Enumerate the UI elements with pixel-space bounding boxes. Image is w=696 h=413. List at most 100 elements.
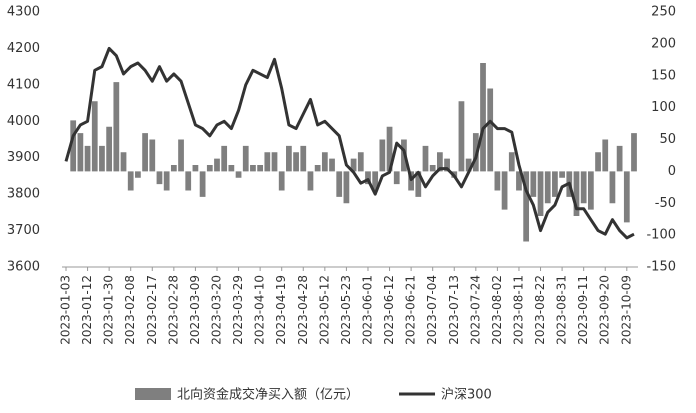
y2-tick-label: 250: [651, 5, 676, 20]
bar: [552, 171, 558, 197]
y2-tick-label: -100: [646, 228, 676, 243]
bar: [135, 171, 141, 178]
bar: [580, 171, 587, 204]
bar: [480, 63, 486, 172]
bar: [357, 152, 364, 172]
bar: [573, 171, 580, 216]
x-tick-label: 2023-07-24: [468, 275, 482, 345]
bar: [250, 165, 256, 172]
bar: [372, 171, 379, 191]
bar: [321, 152, 328, 172]
bar: [494, 171, 501, 191]
bar: [70, 120, 77, 172]
bar: [314, 165, 321, 172]
y-tick-label: 4200: [7, 41, 40, 56]
bar: [99, 145, 105, 172]
x-tick-label: 2023-09-20: [598, 275, 612, 345]
bar: [91, 101, 98, 172]
y-tick-label: 3600: [7, 260, 40, 275]
bar: [178, 139, 184, 172]
x-tick-label: 2023-07-13: [447, 275, 461, 345]
bar: [544, 171, 551, 204]
bar: [120, 152, 127, 172]
bar: [587, 171, 594, 210]
bar: [84, 145, 91, 172]
x-tick-label: 2023-04-10: [253, 275, 267, 345]
bar: [631, 133, 637, 172]
x-tick-label: 2023-08-02: [490, 275, 504, 345]
x-tick-label: 2023-01-30: [102, 275, 116, 345]
bar: [206, 165, 213, 172]
x-tick-label: 2023-05-23: [339, 275, 353, 345]
bar: [149, 139, 156, 172]
legend-label: 沪深300: [441, 387, 492, 403]
x-tick-label: 2023-08-31: [555, 275, 569, 345]
x-tick-label: 2023-01-12: [80, 275, 94, 345]
bar: [458, 101, 465, 172]
bar: [465, 158, 472, 172]
legend-swatch: [135, 388, 171, 400]
y2-tick-label: 150: [651, 68, 676, 83]
bar: [199, 171, 206, 197]
bar: [264, 152, 271, 172]
x-tick-label: 2023-06-12: [382, 275, 396, 345]
bar: [235, 171, 242, 178]
bar: [523, 171, 530, 242]
x-tick-label: 2023-03-09: [188, 275, 202, 345]
bar: [415, 171, 422, 197]
y-tick-label: 3700: [7, 223, 40, 238]
bar: [516, 171, 522, 191]
bar: [242, 145, 249, 172]
y-tick-label: 3800: [7, 187, 40, 202]
x-tick-label: 2023-06-21: [404, 275, 418, 345]
y-tick-label: 4000: [7, 114, 40, 129]
bar: [106, 126, 113, 172]
y-tick-label: 3900: [7, 150, 40, 165]
y2-tick-label: 200: [651, 36, 676, 51]
bar: [393, 171, 400, 185]
x-tick-label: 2023-09-11: [576, 275, 590, 345]
bar: [365, 171, 371, 185]
y2-tick-label: 50: [659, 132, 676, 147]
bar: [77, 133, 84, 172]
bar: [286, 145, 292, 172]
bar: [508, 152, 515, 172]
bar: [602, 139, 609, 172]
bar: [278, 171, 285, 191]
y2-tick-label: 0: [668, 164, 676, 179]
x-tick-label: 2023-07-04: [425, 275, 439, 345]
bar: [530, 171, 537, 197]
x-tick-label: 2023-01-03: [59, 275, 73, 345]
bar: [444, 158, 450, 172]
bar: [170, 165, 177, 172]
bar: [422, 145, 429, 172]
legend-label: 北向资金成交净买入额（亿元）: [177, 387, 359, 403]
bar: [501, 171, 508, 210]
bar: [163, 171, 170, 191]
x-tick-label: 2023-10-09: [619, 275, 633, 345]
x-tick-label: 2023-02-08: [123, 275, 137, 345]
bar: [559, 171, 565, 178]
bar: [336, 171, 343, 197]
bar: [271, 152, 278, 172]
x-tick-label: 2023-02-17: [145, 275, 159, 345]
x-tick-label: 2023-04-19: [274, 275, 288, 345]
bar: [214, 158, 220, 172]
bar: [113, 82, 120, 172]
bar: [616, 145, 623, 172]
bar: [343, 171, 350, 204]
x-tick-label: 2023-06-01: [360, 275, 374, 345]
y-tick-label: 4300: [7, 5, 40, 20]
line: [64, 46, 635, 240]
bar: [537, 171, 544, 216]
x-tick-label: 2023-05-12: [317, 275, 331, 345]
bar: [156, 171, 163, 185]
x-tick-label: 2023-08-11: [511, 275, 525, 345]
bar: [350, 158, 357, 172]
bar: [386, 126, 393, 172]
bar: [221, 145, 228, 172]
bar: [609, 171, 616, 204]
x-tick-label: 2023-03-29: [231, 275, 245, 345]
bar: [595, 152, 601, 172]
